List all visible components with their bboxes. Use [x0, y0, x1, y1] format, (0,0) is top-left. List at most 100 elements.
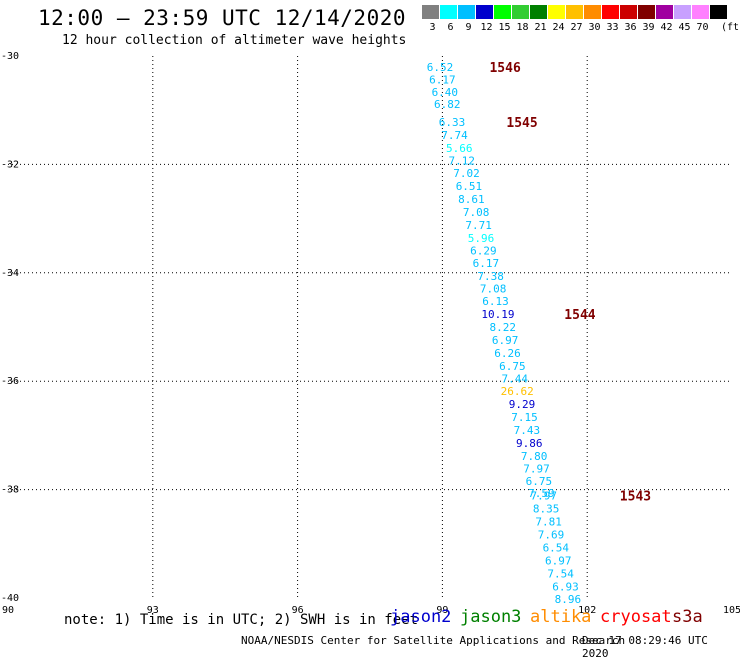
wave-height-label: 7.81	[535, 516, 562, 529]
x-tick-label: 93	[147, 605, 159, 616]
scale-swatch	[620, 5, 637, 19]
generated-timestamp: Dec 17 08:29:46 UTC 2020	[582, 634, 708, 660]
scale-swatch	[602, 5, 619, 19]
chart-subtitle: 12 hour collection of altimeter wave hei…	[62, 33, 407, 48]
legend-altika: altika	[530, 607, 592, 627]
scale-swatch	[512, 5, 529, 19]
wave-height-label: 7.69	[538, 529, 565, 542]
scale-swatch	[458, 5, 475, 19]
scale-swatch	[422, 5, 439, 19]
y-tick-label: -36	[1, 376, 19, 387]
wave-height-label: 6.33	[439, 116, 466, 129]
wave-height-label: 6.52	[427, 61, 454, 74]
scale-label: 3	[429, 22, 436, 33]
scale-label: 39	[642, 22, 655, 33]
wave-height-label: 7.38	[477, 270, 504, 283]
scale-swatch	[692, 5, 709, 19]
wave-height-label: 6.75	[499, 360, 526, 373]
scale-swatch	[584, 5, 601, 19]
scale-swatch	[674, 5, 691, 19]
scale-swatch	[530, 5, 547, 19]
wave-height-label: 6.51	[456, 180, 483, 193]
scale-swatch	[476, 5, 493, 19]
wave-height-label: 6.75	[526, 475, 553, 488]
scale-label: 30	[588, 22, 601, 33]
scale-label: 33	[606, 22, 619, 33]
y-tick-label: -32	[1, 159, 19, 170]
wave-height-label: 6.29	[470, 245, 497, 258]
wave-height-label: 26.62	[501, 385, 534, 398]
wave-height-label: 7.59	[528, 487, 555, 500]
scale-label: 21	[534, 22, 547, 33]
scale-swatch	[638, 5, 655, 19]
wave-height-label: 6.40	[432, 86, 459, 99]
wave-height-label: 8.96	[555, 593, 582, 606]
chart-title: 12:00 – 23:59 UTC 12/14/2020	[38, 6, 407, 30]
scale-label: 24	[552, 22, 565, 33]
wave-height-label: 7.80	[521, 450, 548, 463]
scale-label: 70	[696, 22, 709, 33]
y-tick-label: -40	[1, 593, 19, 604]
pass-time-label: 1545	[506, 116, 537, 131]
wave-height-label: 7.08	[480, 283, 507, 296]
wave-height-label: 7.08	[463, 206, 490, 219]
wave-height-label: 8.35	[533, 503, 560, 516]
wave-height-label: 6.26	[494, 347, 521, 360]
wave-height-label: 7.54	[547, 568, 574, 581]
wave-height-label: 7.44	[502, 372, 529, 385]
credit-line: NOAA/NESDIS Center for Satellite Applica…	[241, 634, 626, 647]
scale-label: 12	[480, 22, 493, 33]
wave-height-label: 10.19	[481, 308, 514, 321]
scale-label: 9	[465, 22, 472, 33]
scale-swatch	[440, 5, 457, 19]
wave-height-label: 6.82	[434, 98, 461, 111]
wave-height-label: 7.43	[514, 424, 541, 437]
wave-height-label: 6.54	[543, 542, 570, 555]
scale-swatch	[656, 5, 673, 19]
scale-swatch	[494, 5, 511, 19]
pass-time-label: 1544	[564, 308, 595, 323]
pass-time-label: 1543	[620, 490, 651, 505]
wave-height-label: 7.97	[523, 462, 550, 475]
x-tick-label: 90	[2, 605, 14, 616]
wave-height-label: 9.86	[516, 437, 543, 450]
wave-height-label: 7.97	[531, 490, 558, 503]
legend-s3a: s3a	[672, 607, 703, 627]
legend-jason3: jason3	[460, 607, 522, 627]
wave-height-label: 8.22	[489, 321, 516, 334]
scale-swatch	[548, 5, 565, 19]
scale-label: 18	[516, 22, 529, 33]
x-tick-label: 102	[578, 605, 596, 616]
wave-height-label: 7.15	[511, 411, 538, 424]
x-tick-label: 99	[436, 605, 448, 616]
scale-label: 42	[660, 22, 673, 33]
y-tick-label: -30	[1, 51, 19, 62]
wave-height-label: 6.93	[552, 581, 579, 594]
wave-height-label: 7.71	[465, 219, 492, 232]
wave-height-label: 5.96	[468, 232, 495, 245]
legend-jason2: jason2	[390, 607, 452, 627]
wave-height-label: 6.17	[473, 257, 500, 270]
scale-swatch	[710, 5, 727, 19]
wave-height-label: 5.66	[446, 142, 473, 155]
legend-cryosat: cryosat	[600, 607, 672, 627]
wave-height-label: 6.13	[482, 295, 509, 308]
wave-height-label: 8.61	[458, 193, 485, 206]
y-tick-label: -38	[1, 485, 19, 496]
scale-label: 6	[447, 22, 454, 33]
y-tick-label: -34	[1, 268, 19, 279]
scale-label: 36	[624, 22, 637, 33]
scale-label: 15	[498, 22, 511, 33]
pass-time-label: 1546	[489, 61, 520, 76]
wave-height-label: 6.17	[429, 73, 456, 86]
wave-height-label: 7.02	[453, 167, 480, 180]
x-tick-label: 105	[723, 605, 740, 616]
scale-label: 27	[570, 22, 583, 33]
wave-height-label: 6.97	[492, 334, 519, 347]
scale-unit: (ft)	[720, 22, 740, 33]
scale-label: 45	[678, 22, 691, 33]
wave-height-label: 6.97	[545, 555, 572, 568]
wave-height-label: 7.74	[441, 129, 468, 142]
scale-swatch	[566, 5, 583, 19]
